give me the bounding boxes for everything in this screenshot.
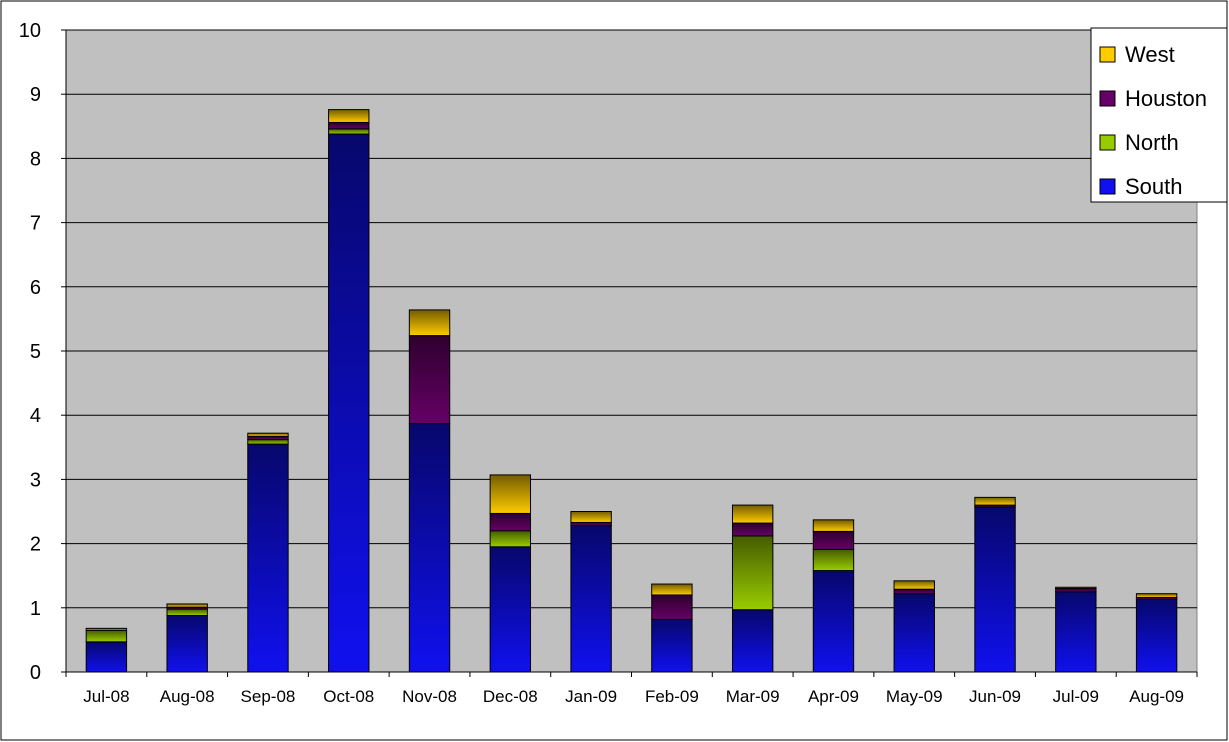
bar-segment-south bbox=[1135, 598, 1178, 673]
bar-stack-oct-08 bbox=[328, 109, 370, 673]
bar-segment-west bbox=[1055, 586, 1097, 590]
x-tick-label: Jan-09 bbox=[565, 687, 617, 706]
x-tick-label: Sep-08 bbox=[241, 687, 296, 706]
bar-segment-north bbox=[85, 629, 128, 643]
x-tick-label: Nov-08 bbox=[402, 687, 457, 706]
y-tick-label: 2 bbox=[30, 534, 41, 556]
bar-stack-jun-09 bbox=[974, 496, 1016, 673]
x-tick-label: Dec-08 bbox=[483, 687, 538, 706]
bar-segment-north bbox=[328, 128, 370, 135]
y-tick-label: 6 bbox=[30, 277, 41, 299]
x-tick-label: Mar-09 bbox=[726, 687, 780, 706]
y-tick-label: 0 bbox=[30, 662, 41, 684]
bar-segment-houston bbox=[408, 335, 451, 425]
y-tick-label: 10 bbox=[19, 20, 41, 42]
bar-segment-south bbox=[974, 506, 1016, 673]
bar-segment-south bbox=[166, 615, 208, 673]
bar-stack-mar-09 bbox=[731, 504, 774, 673]
bar-segment-west bbox=[974, 496, 1016, 506]
bar-segment-west bbox=[247, 432, 289, 437]
bar-segment-houston bbox=[651, 594, 693, 620]
bar-segment-houston bbox=[328, 121, 370, 130]
legend-swatch-west bbox=[1099, 46, 1116, 63]
bar-segment-west bbox=[570, 511, 612, 523]
bar-segment-south bbox=[893, 593, 935, 673]
bar-stack-may-09 bbox=[893, 580, 935, 673]
bar-segment-north bbox=[489, 530, 532, 548]
y-tick-label: 8 bbox=[30, 148, 41, 170]
bar-segment-west bbox=[328, 109, 370, 123]
y-tick-label: 3 bbox=[30, 469, 41, 491]
bar-segment-houston bbox=[893, 588, 935, 595]
bar-segment-west bbox=[651, 583, 693, 596]
bar-segment-south bbox=[651, 618, 693, 673]
bar-segment-west bbox=[489, 474, 532, 514]
bar-stack-aug-09 bbox=[1135, 593, 1178, 673]
x-tick-label: Jul-08 bbox=[83, 687, 129, 706]
bar-segment-south bbox=[85, 641, 128, 673]
bar-segment-north bbox=[731, 535, 774, 611]
x-tick-label: May-09 bbox=[886, 687, 943, 706]
y-tick-label: 4 bbox=[30, 405, 41, 427]
bar-stack-apr-09 bbox=[812, 519, 855, 673]
legend: West Houston North South bbox=[1090, 27, 1228, 203]
bar-segment-houston bbox=[812, 530, 855, 550]
legend-label-north: North bbox=[1125, 130, 1179, 155]
bar-segment-north bbox=[812, 548, 855, 572]
bar-segment-south bbox=[731, 609, 774, 673]
x-tick-label: Feb-09 bbox=[645, 687, 699, 706]
x-tick-label: Jun-09 bbox=[969, 687, 1021, 706]
legend-label-south: South bbox=[1125, 174, 1183, 199]
bar-segment-houston bbox=[489, 512, 532, 532]
x-tick-label: Aug-08 bbox=[160, 687, 215, 706]
legend-swatch-north bbox=[1099, 134, 1116, 151]
bar-stack-feb-09 bbox=[651, 583, 693, 673]
bar-segment-west bbox=[812, 519, 855, 532]
y-tick-label: 1 bbox=[30, 598, 41, 620]
legend-swatch-south bbox=[1099, 178, 1116, 195]
bar-segment-south bbox=[1055, 591, 1097, 673]
bar-segment-north bbox=[166, 608, 208, 617]
x-tick-label: Aug-09 bbox=[1129, 687, 1184, 706]
bar-segment-south bbox=[489, 546, 532, 673]
legend-label-west: West bbox=[1125, 42, 1175, 67]
bar-segment-west bbox=[1135, 593, 1178, 599]
bar-stack-nov-08 bbox=[408, 309, 451, 673]
bar-stack-jul-08 bbox=[85, 627, 128, 673]
bar-stack-sep-08 bbox=[247, 432, 289, 673]
x-tick-label: Apr-09 bbox=[808, 687, 859, 706]
y-tick-label: 5 bbox=[30, 341, 41, 363]
bar-segment-south bbox=[247, 443, 289, 673]
legend-swatch-houston bbox=[1099, 90, 1116, 107]
bar-segment-west bbox=[166, 603, 208, 608]
bar-segment-west bbox=[85, 627, 128, 631]
bar-stack-jul-09 bbox=[1055, 586, 1097, 673]
bar-segment-north bbox=[247, 439, 289, 445]
legend-label-houston: Houston bbox=[1125, 86, 1207, 111]
bar-stack-dec-08 bbox=[489, 474, 532, 673]
x-tick-label: Oct-08 bbox=[323, 687, 374, 706]
bar-segment-south bbox=[408, 423, 451, 673]
bar-segment-south bbox=[812, 570, 855, 673]
bar-stack-aug-08 bbox=[166, 603, 208, 673]
bar-segment-houston bbox=[731, 522, 774, 537]
y-tick-label: 7 bbox=[30, 213, 41, 235]
bar-segment-south bbox=[328, 133, 370, 673]
bar-segment-south bbox=[570, 525, 612, 673]
bar-segment-west bbox=[731, 504, 774, 524]
bar-segment-west bbox=[408, 309, 451, 337]
y-tick-label: 9 bbox=[30, 84, 41, 106]
bar-segment-west bbox=[893, 580, 935, 590]
x-tick-label: Jul-09 bbox=[1053, 687, 1099, 706]
bar-stack-jan-09 bbox=[570, 511, 612, 673]
